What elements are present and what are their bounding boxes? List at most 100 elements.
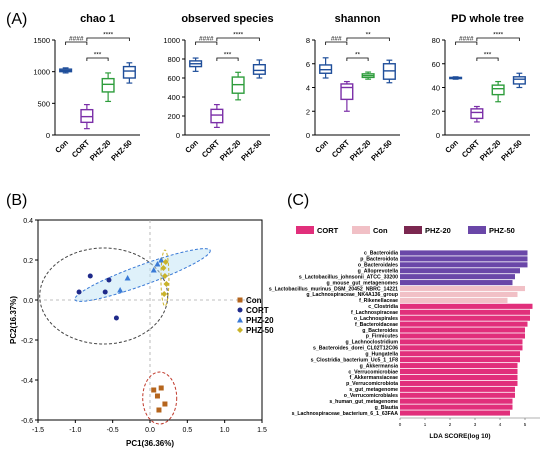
legend-swatch — [296, 226, 314, 234]
lda-bar — [400, 315, 530, 321]
ellipse-phz50 — [160, 249, 170, 307]
lda-bar — [400, 256, 528, 262]
box-iqr — [210, 108, 224, 124]
lda-bar-chart: CORT Con PHZ-20 PHZ-50 c_Bacteroidiap_Bacter… — [269, 226, 540, 440]
lda-bar-label: o_Verrucomicrobiales — [344, 393, 398, 399]
box-iqr — [340, 83, 354, 101]
legend-swatch — [352, 226, 370, 234]
box-iqr — [122, 65, 136, 79]
point-con — [162, 401, 168, 407]
lda-bar-label: f_Bacteroidaceae — [355, 322, 398, 328]
significance-bracket — [65, 41, 88, 45]
pca-scatter-chart: -1.5 -1.0 -0.5 0.0 0.5 1.0 1.5 -0.6 -0.4 -0.2 0.0 0… — [9, 218, 274, 448]
lda-bar — [400, 398, 513, 404]
chart-title: shannon — [335, 13, 381, 25]
y-tick-label: 80 — [432, 36, 440, 45]
significance-bracket — [476, 57, 499, 61]
significance-bracket — [325, 41, 348, 45]
lda-bar — [400, 404, 513, 410]
significance-bracket — [86, 37, 130, 41]
point-con — [158, 385, 164, 391]
x-tick-label: 0.5 — [182, 427, 192, 434]
significance-bracket — [216, 57, 239, 61]
x-axis-label: PC1(36.36%) — [126, 439, 174, 448]
legend-label: PHZ-50 — [246, 326, 274, 335]
legend-marker-phz20 — [237, 317, 243, 323]
significance-label: ### — [331, 36, 342, 43]
significance-bracket — [195, 41, 218, 45]
lda-bar-label: c_Verrucomicrobiae — [348, 369, 398, 375]
point-cort — [113, 315, 119, 321]
lda-bar — [400, 280, 513, 286]
y-tick-label: 2 — [306, 107, 310, 116]
lda-bar-label: c_Clostridia — [368, 304, 398, 310]
significance-bracket — [346, 37, 390, 41]
y-tick-label: 0.0 — [23, 298, 33, 305]
lda-bar-label: s_Bacteroides_dorei_CL02T12C06 — [313, 346, 398, 352]
x-tick-label: PHZ-20 — [478, 138, 503, 163]
lda-bar — [400, 410, 510, 416]
lda-bar — [400, 303, 533, 309]
chart-title: observed species — [181, 13, 273, 25]
point-phz50 — [160, 265, 167, 271]
significance-bracket — [346, 57, 369, 61]
x-tick-label: 2 — [449, 422, 452, 427]
significance-label: *** — [94, 52, 102, 59]
lda-bar — [400, 333, 525, 339]
x-tick-label: -1.5 — [32, 427, 44, 434]
x-tick-label: 4 — [499, 422, 502, 427]
panel-label-c: (C) — [287, 192, 309, 209]
y-tick-label: 0 — [46, 131, 50, 140]
y-tick-label: -0.6 — [21, 418, 33, 425]
point-phz50 — [161, 291, 168, 297]
significance-label: **** — [233, 32, 244, 39]
y-tick-label: 1000 — [163, 36, 180, 45]
lda-bar-label: p_Bacteroidota — [360, 257, 398, 263]
lda-bar — [400, 268, 520, 274]
panel-label-b: (B) — [6, 192, 27, 209]
legend-marker-cort — [237, 307, 243, 313]
x-tick-label: 5 — [524, 422, 527, 427]
significance-bracket — [216, 37, 260, 41]
lda-bar-label: s_Lachnospiraceae_bacterium_6_1_63FAA — [292, 411, 399, 417]
lda-bar-label: s_gut_metagenome — [349, 387, 398, 393]
significance-label: #### — [459, 36, 474, 43]
legend-swatch — [468, 226, 486, 234]
x-tick-label: PHZ-50 — [369, 138, 394, 163]
y-tick-label: 0 — [176, 131, 180, 140]
lda-bar-label: g_Lachnoclostridium — [346, 340, 399, 346]
lda-bar — [400, 285, 525, 292]
significance-label: **** — [493, 32, 504, 39]
lda-bar — [400, 262, 528, 268]
lda-bar-label: s_Clostridia_bacterium_Uc5_1_1F8 — [311, 357, 398, 363]
y-tick-label: 400 — [167, 93, 180, 102]
y-tick-label: 0 — [306, 131, 310, 140]
point-phz50 — [163, 281, 170, 287]
x-tick-label: PHZ-20 — [88, 138, 113, 163]
significance-label: *** — [224, 52, 232, 59]
legend-label: PHZ-20 — [246, 316, 274, 325]
point-con — [154, 393, 160, 399]
x-tick-label: 1.0 — [220, 427, 230, 434]
ellipse-con — [142, 371, 178, 425]
x-tick-label: -0.5 — [107, 427, 119, 434]
box-iqr — [512, 76, 526, 85]
point-phz20 — [154, 261, 161, 267]
box-iqr — [491, 84, 505, 96]
x-tick-label: Con — [183, 138, 200, 155]
point-phz20 — [117, 287, 124, 293]
lda-bar-label: f_Lachnospiraceae — [351, 310, 398, 316]
ellipse-phz20 — [74, 248, 211, 302]
lda-bar-label: s_Lactobacillus_murinus_DSM_20452_NBRC_1… — [269, 286, 398, 292]
significance-bracket — [86, 57, 109, 61]
point-cort — [76, 289, 82, 295]
lda-bar-label: g_Hungatella — [365, 352, 398, 358]
y-tick-label: 20 — [432, 107, 440, 116]
box-iqr — [101, 77, 115, 93]
x-tick-label: 3 — [474, 422, 477, 427]
x-tick-label: 0.0 — [145, 427, 155, 434]
panel-label-a: (A) — [6, 11, 27, 28]
x-tick-label: PHZ-50 — [239, 138, 264, 163]
